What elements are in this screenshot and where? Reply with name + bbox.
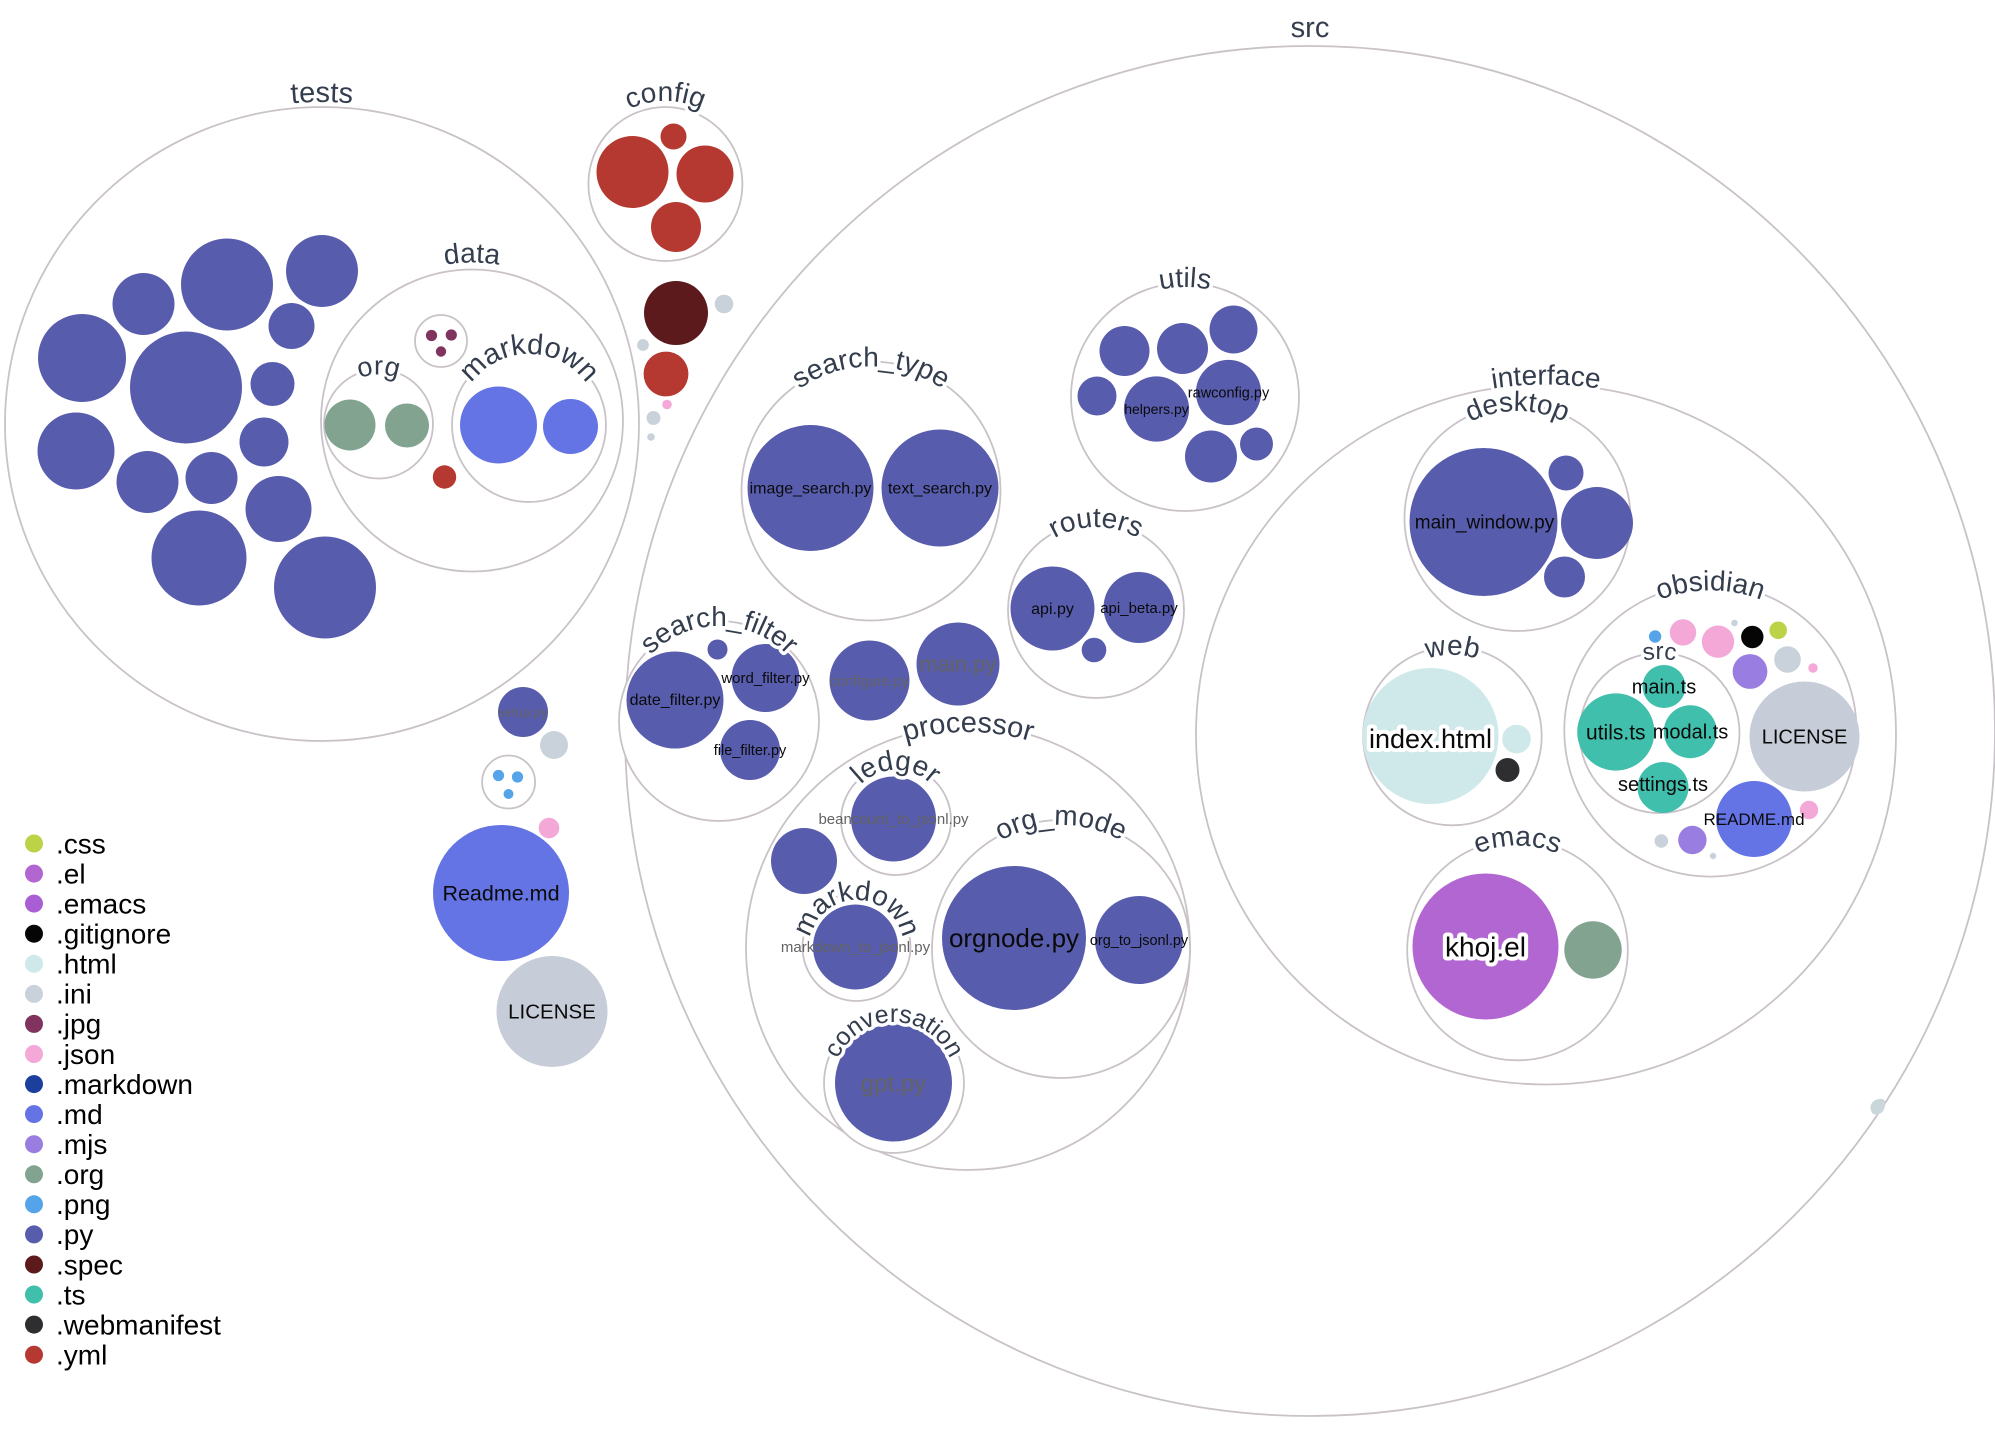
svg-text:.css: .css bbox=[56, 828, 106, 859]
svg-text:gpt.py: gpt.py bbox=[861, 1070, 926, 1097]
svg-text:LICENSE: LICENSE bbox=[1762, 727, 1848, 749]
svg-text:main.py: main.py bbox=[919, 652, 996, 677]
svg-text:utils.ts: utils.ts bbox=[1586, 721, 1646, 744]
svg-text:.jpg: .jpg bbox=[56, 1009, 101, 1040]
svg-text:date_filter.py: date_filter.py bbox=[630, 692, 721, 709]
svg-text:.gitignore: .gitignore bbox=[56, 919, 171, 950]
svg-text:modal.ts: modal.ts bbox=[1653, 722, 1729, 744]
svg-text:api.py: api.py bbox=[1031, 601, 1074, 618]
svg-text:markdown_to_jsonl.py: markdown_to_jsonl.py bbox=[781, 939, 931, 956]
svg-text:.md: .md bbox=[56, 1099, 103, 1130]
svg-text:Readme.md: Readme.md bbox=[442, 882, 559, 906]
svg-text:.org: .org bbox=[56, 1159, 104, 1190]
svg-text:.py: .py bbox=[56, 1219, 93, 1250]
svg-text:configure.py: configure.py bbox=[830, 674, 910, 690]
svg-text:word_filter.py: word_filter.py bbox=[720, 670, 810, 687]
svg-text:.json: .json bbox=[56, 1039, 115, 1070]
svg-text:helpers.py: helpers.py bbox=[1124, 401, 1189, 417]
svg-text:.ts: .ts bbox=[56, 1279, 86, 1310]
svg-text:.html: .html bbox=[56, 949, 117, 980]
svg-text:org: org bbox=[354, 351, 404, 384]
svg-text:web: web bbox=[1421, 630, 1483, 665]
svg-text:khoj.el: khoj.el bbox=[1445, 931, 1526, 962]
svg-text:.markdown: .markdown bbox=[56, 1069, 193, 1100]
svg-text:settings.ts: settings.ts bbox=[1618, 774, 1708, 796]
svg-text:src: src bbox=[1290, 12, 1329, 44]
svg-text:text_search.py: text_search.py bbox=[888, 481, 992, 498]
svg-text:.ini: .ini bbox=[56, 979, 92, 1010]
svg-text:.png: .png bbox=[56, 1189, 111, 1220]
svg-text:index.html: index.html bbox=[1369, 724, 1492, 754]
svg-text:.emacs: .emacs bbox=[56, 888, 146, 919]
svg-text:data: data bbox=[442, 237, 503, 270]
svg-text:api_beta.py: api_beta.py bbox=[1100, 600, 1178, 617]
svg-text:beancount_to_jsonl.py: beancount_to_jsonl.py bbox=[818, 811, 969, 828]
svg-text:src: src bbox=[1641, 638, 1678, 666]
svg-text:.webmanifest: .webmanifest bbox=[56, 1309, 221, 1340]
svg-text:src: src bbox=[1641, 638, 1678, 666]
svg-text:setup.py: setup.py bbox=[498, 705, 548, 720]
svg-text:interface: interface bbox=[1489, 359, 1603, 394]
svg-text:image_search.py: image_search.py bbox=[750, 481, 872, 498]
svg-text:utils: utils bbox=[1156, 262, 1213, 296]
svg-text:tests: tests bbox=[289, 77, 354, 110]
svg-text:src: src bbox=[1290, 12, 1329, 44]
svg-text:README.md: README.md bbox=[1703, 810, 1804, 829]
svg-text:main.ts: main.ts bbox=[1632, 677, 1696, 699]
svg-text:.mjs: .mjs bbox=[56, 1129, 107, 1160]
svg-text:file_filter.py: file_filter.py bbox=[714, 743, 787, 759]
svg-text:LICENSE: LICENSE bbox=[508, 1001, 596, 1024]
svg-text:rawconfig.py: rawconfig.py bbox=[1188, 386, 1270, 402]
svg-text:index.html: index.html bbox=[1369, 724, 1492, 754]
svg-text:data: data bbox=[442, 237, 503, 270]
svg-text:org_to_jsonl.py: org_to_jsonl.py bbox=[1090, 933, 1189, 949]
svg-text:orgnode.py: orgnode.py bbox=[949, 923, 1079, 953]
svg-text:web: web bbox=[1421, 630, 1483, 665]
svg-text:tests: tests bbox=[289, 77, 354, 110]
svg-text:.yml: .yml bbox=[56, 1340, 107, 1371]
svg-text:main_window.py: main_window.py bbox=[1415, 513, 1555, 534]
svg-text:.spec: .spec bbox=[56, 1249, 123, 1280]
svg-text:utils: utils bbox=[1156, 262, 1213, 296]
svg-text:khoj.el: khoj.el bbox=[1445, 931, 1526, 962]
svg-text:.el: .el bbox=[56, 858, 86, 889]
